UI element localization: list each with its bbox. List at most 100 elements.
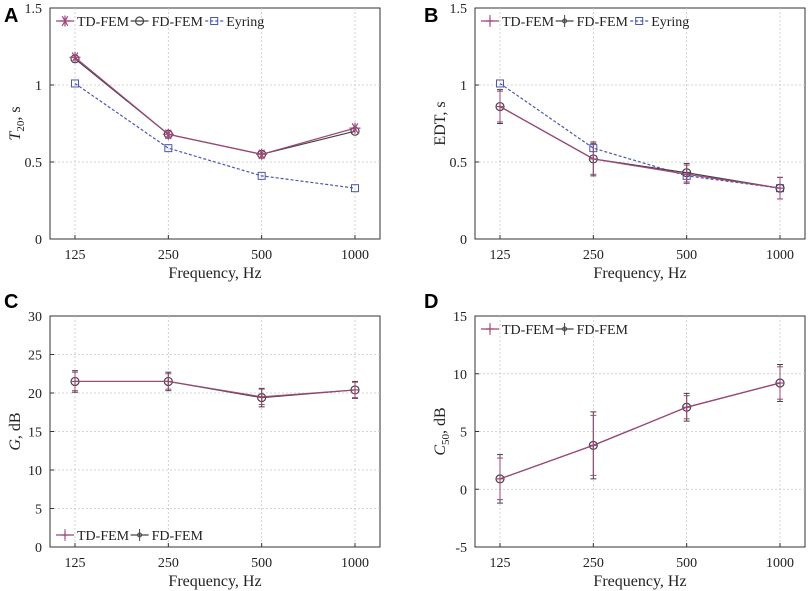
y-axis-label-main-a: T [7, 131, 24, 141]
panel-b: B 125 250 500 1000 0 0.5 1 1.5 Frequency, Hz EDT,… [424, 2, 806, 282]
y-tick-label-c-6: 30 [28, 310, 42, 325]
legend-label-d-td: TD-FEM [502, 323, 555, 338]
series-line-b-eyring [499, 82, 781, 189]
legend-label-b-eyring: Eyring [651, 15, 689, 30]
data-point-c-td-0 [71, 377, 79, 386]
data-point-a-eyring-1-shape [164, 144, 173, 153]
y-axis-label-rest-c: , dB [7, 412, 24, 439]
panel-letter-c: C [4, 291, 18, 313]
y-tick-label-c-2: 10 [28, 464, 42, 479]
grid-b [475, 8, 805, 239]
y-axis-label-rest-a: , s [7, 106, 24, 120]
x-tick-label-c-0: 125 [65, 556, 86, 571]
y-axis-label-sub-d: 50 [440, 434, 452, 446]
legend-item-b-fd: FD-FEM [555, 15, 629, 30]
legend-item-b-td: TD-FEM [481, 15, 555, 30]
data-point-a-eyring-1 [164, 144, 173, 153]
grid-d [475, 316, 805, 547]
legend-item-a-eyring: Eyring [205, 15, 264, 30]
y-tick-label-a-3: 1.5 [25, 2, 43, 17]
legend-label-d-fd: FD-FEM [577, 323, 629, 338]
series-line-d-td [499, 382, 781, 480]
legend-marker-a-fd [135, 16, 145, 26]
y-axis-label-b: EDT, s [432, 101, 449, 145]
legend-a: TD-FEM FD-FEM Eyring [56, 15, 264, 30]
series-a-eyring [71, 79, 359, 193]
panel-letter-b: B [424, 5, 438, 27]
data-point-d-td-1 [589, 441, 598, 450]
legend-label-c-fd: FD-FEM [152, 529, 204, 544]
y-axis-label-c: G, dB [7, 412, 24, 450]
legend-marker-a-td [59, 15, 71, 27]
y-tick-label-c-3: 15 [28, 426, 42, 441]
legend-label-a-eyring: Eyring [226, 15, 264, 30]
y-tick-label-b-2: 1 [460, 79, 467, 94]
y-axis-label-main-d: C [432, 445, 449, 456]
data-point-d-td-0 [496, 474, 504, 483]
y-tick-label-d-4: 15 [453, 310, 467, 325]
series-line-b-td [499, 106, 781, 189]
data-point-c-td-1 [164, 377, 173, 386]
legend-b: TD-FEM FD-FEM Eyring [481, 15, 689, 30]
x-tick-label-a-0: 125 [65, 248, 86, 263]
data-point-d-td-3 [776, 378, 784, 387]
series-line-d-fd [499, 382, 781, 480]
x-axis-label-b: Frequency, Hz [593, 265, 686, 282]
x-tick-label-b-2: 500 [676, 248, 697, 263]
series-line-c-td [75, 380, 356, 398]
x-tick-label-b-3: 1000 [766, 248, 794, 263]
legend-item-b-eyring: Eyring [630, 15, 689, 30]
legend-item-a-td: TD-FEM [56, 15, 130, 30]
legend-label-a-fd: FD-FEM [152, 15, 204, 30]
legend-item-d-fd: FD-FEM [555, 323, 629, 338]
x-tick-label-d-1: 250 [583, 556, 604, 571]
y-tick-label-b-3: 1.5 [450, 2, 468, 17]
legend-c: TD-FEM FD-FEM [56, 529, 203, 544]
data-point-b-td-3 [776, 184, 784, 193]
legend-marker-a-fd-shape [135, 16, 145, 26]
series-line-b-fd [499, 106, 781, 189]
legend-item-c-fd: FD-FEM [130, 529, 204, 544]
y-tick-label-a-0: 0 [35, 233, 42, 248]
x-tick-label-c-2: 500 [251, 556, 272, 571]
legend-dot-d-fd [562, 326, 568, 332]
data-point-a-td-1 [162, 128, 174, 140]
data-point-b-td-1 [589, 154, 598, 163]
series-line-a-eyring [74, 82, 356, 189]
x-tick-label-a-3: 1000 [341, 248, 369, 263]
series-a-td [69, 51, 361, 160]
legend-dot-c-fd [137, 532, 143, 538]
x-tick-label-a-1: 250 [158, 248, 179, 263]
legend-item-a-fd: FD-FEM [130, 15, 204, 30]
series-c-td [71, 371, 359, 406]
legend-label-b-td: TD-FEM [502, 15, 555, 30]
data-point-c-td-3 [351, 385, 359, 394]
data-point-a-eyring-0-shape [71, 79, 79, 88]
legend-label-b-fd: FD-FEM [577, 15, 629, 30]
grid-a [50, 8, 380, 239]
legend-label-c-td: TD-FEM [77, 529, 130, 544]
panel-a: A 125 250 500 1000 0 0.5 1 1.5 Frequency, Hz T20,… [4, 2, 381, 282]
legend-marker-a-eyring-shape [210, 17, 219, 25]
y-axis-label-d: C50, dB [432, 407, 452, 455]
y-tick-label-b-1: 0.5 [450, 156, 468, 171]
y-axis-label-rest-d: , dB [432, 407, 449, 434]
y-tick-label-d-2: 5 [460, 426, 467, 441]
y-axis-label-a: T20, s [7, 106, 27, 140]
series-b-td [496, 90, 784, 200]
data-point-b-eyring-0 [496, 79, 504, 88]
panel-letter-d: D [424, 291, 438, 313]
data-point-a-eyring-3-shape [351, 184, 359, 193]
series-b-eyring [496, 79, 784, 193]
legend-label-a-td: TD-FEM [77, 15, 130, 30]
data-point-a-td-0 [69, 51, 81, 63]
y-tick-label-d-0: -5 [455, 541, 467, 556]
legend-marker-b-eyring [635, 17, 644, 25]
data-point-a-eyring-2 [257, 171, 266, 180]
x-tick-label-d-3: 1000 [766, 556, 794, 571]
y-tick-label-b-0: 0 [460, 233, 467, 248]
x-tick-label-c-1: 250 [158, 556, 179, 571]
grid-c [50, 316, 380, 547]
series-line-a-td [74, 56, 356, 155]
